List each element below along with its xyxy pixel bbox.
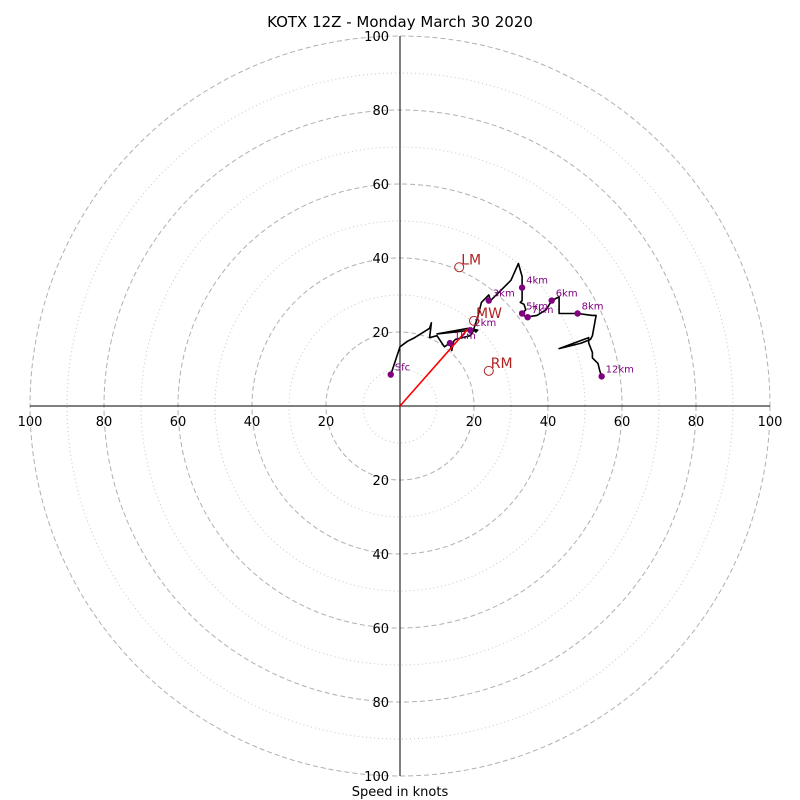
height-marker-12km	[598, 373, 605, 380]
tick-label-top-20: 20	[372, 326, 389, 341]
tick-label-left-80: 80	[96, 415, 113, 430]
tick-label-bottom-60: 60	[372, 622, 389, 637]
shear-vector	[399, 327, 470, 407]
height-marker-3km	[485, 297, 492, 304]
storm-motion-lm	[454, 262, 465, 273]
height-marker-7km	[524, 314, 531, 321]
tick-label-left-20: 20	[318, 415, 335, 430]
tick-label-bottom-40: 40	[372, 548, 389, 563]
height-label-5km: 5km	[526, 302, 548, 313]
height-label-4km: 4km	[526, 276, 548, 287]
height-label-7km: 7km	[532, 305, 554, 316]
height-marker-2km	[467, 326, 474, 334]
height-marker-1km	[446, 339, 454, 347]
storm-motion-rm	[483, 365, 494, 376]
tick-label-bottom-100: 100	[364, 770, 389, 785]
height-label-12km: 12km	[606, 364, 634, 375]
axis-ticks: 100 100 100 100 80 80 80 80 60 60 60 60 40 40 40 40 20 20…	[18, 30, 783, 785]
height-label-sfc: Sfc	[395, 363, 410, 374]
tick-label-left-100: 100	[18, 415, 43, 430]
storm-motions: LM MW RM	[454, 252, 513, 376]
tick-label-right-60: 60	[614, 415, 631, 430]
storm-motion-label-lm: LM	[461, 252, 481, 268]
height-label-1km: 1km	[454, 331, 476, 342]
tick-label-top-100: 100	[364, 30, 389, 45]
height-label-6km: 6km	[556, 289, 578, 300]
height-label-2km: 2km	[474, 318, 496, 329]
tick-label-left-40: 40	[244, 415, 261, 430]
storm-motion-label-mw: MW	[476, 306, 502, 322]
storm-motion-mw	[469, 315, 479, 326]
storm-motion-label-rm: RM	[491, 356, 513, 372]
tick-label-right-40: 40	[540, 415, 557, 430]
tick-label-left-60: 60	[170, 415, 187, 430]
tick-label-top-60: 60	[372, 178, 389, 193]
tick-label-bottom-80: 80	[372, 696, 389, 711]
x-axis-label: Speed in knots	[352, 785, 449, 800]
tick-label-right-100: 100	[758, 415, 783, 430]
height-label-3km: 3km	[493, 289, 515, 300]
tick-label-bottom-20: 20	[372, 474, 389, 489]
height-marker-8km	[574, 310, 581, 317]
tick-label-top-80: 80	[372, 104, 389, 119]
tick-label-right-80: 80	[688, 415, 705, 430]
height-label-8km: 8km	[582, 302, 604, 313]
tick-label-top-40: 40	[372, 252, 389, 267]
height-marker-4km	[518, 284, 526, 291]
height-marker-5km	[518, 310, 526, 317]
height-marker-6km	[548, 297, 555, 304]
height-marker-sfc	[387, 371, 394, 378]
chart-title: KOTX 12Z - Monday March 30 2020	[267, 13, 533, 31]
tick-label-right-20: 20	[466, 415, 483, 430]
shear-vector-layer	[399, 327, 470, 407]
